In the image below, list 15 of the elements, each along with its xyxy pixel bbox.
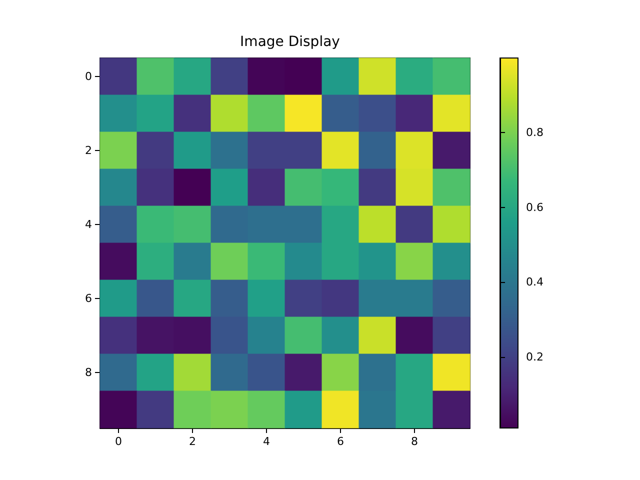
x-tick-label: 6 [337, 435, 344, 448]
color-bar-label: 0.4 [526, 276, 544, 289]
chart-title: Image Display [240, 34, 340, 50]
color-bar-label: 0.2 [526, 350, 544, 364]
y-tick-label: 6 [85, 292, 92, 305]
x-tick-label: 4 [263, 435, 270, 448]
color-bar-label: 0.8 [526, 126, 544, 140]
x-tick-label: 8 [411, 435, 418, 448]
x-tick-label: 0 [115, 435, 122, 448]
y-tick-label: 8 [85, 366, 92, 379]
x-tick-label: 2 [189, 435, 196, 448]
y-tick-label: 2 [85, 144, 92, 157]
y-tick-label: 0 [85, 70, 92, 83]
y-tick-label: 4 [85, 218, 92, 231]
color-bar-label: 0.6 [526, 200, 544, 214]
